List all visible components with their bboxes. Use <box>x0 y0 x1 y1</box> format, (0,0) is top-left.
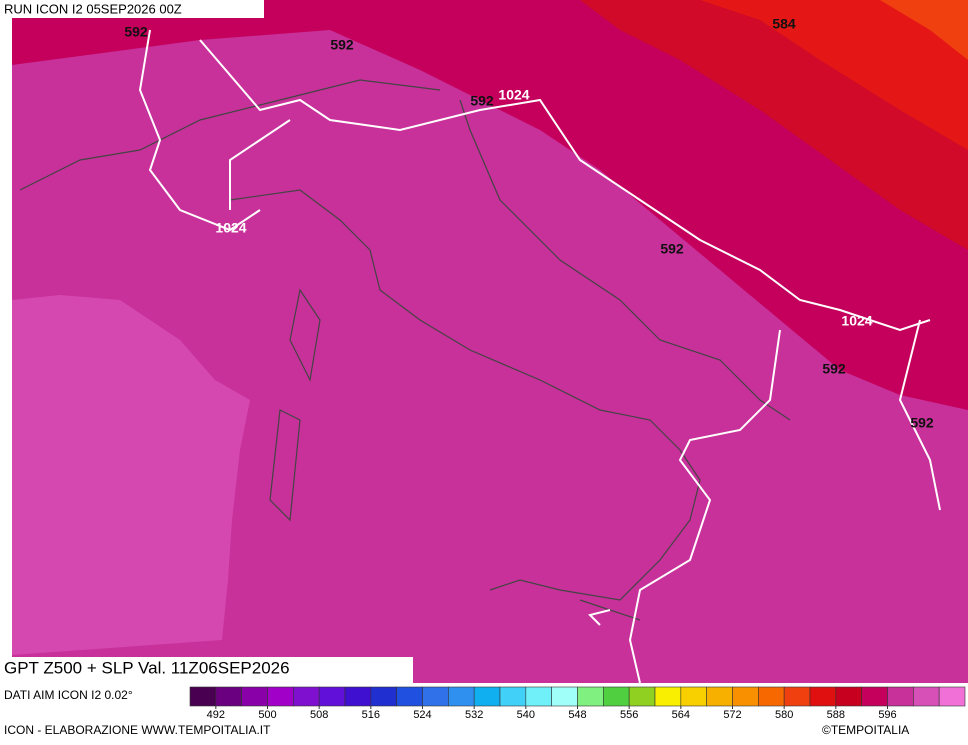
colorbar-swatch <box>525 686 552 707</box>
colorbar-swatch <box>396 686 423 707</box>
colorbar-swatch <box>241 686 268 707</box>
colorbar-swatch <box>318 686 346 707</box>
colorbar-swatch <box>758 686 785 707</box>
z500-label: 592 <box>822 361 846 377</box>
colorbar-swatch <box>938 686 966 707</box>
colorbar-tick-label: 548 <box>568 709 586 721</box>
colorbar-tick-label: 588 <box>827 709 845 721</box>
header-box <box>0 0 264 18</box>
colorbar-tick-label: 492 <box>207 709 225 721</box>
colorbar: 492 500 508 516 524 532 540 548 556 564 572 580 588 5… <box>189 686 966 721</box>
colorbar-tick-label: 540 <box>517 709 535 721</box>
colorbar-swatch <box>189 686 217 707</box>
colorbar-swatch <box>577 686 604 707</box>
z500-field <box>12 295 250 655</box>
title-box <box>0 657 413 683</box>
colorbar-tick-label: 508 <box>310 709 328 721</box>
z500-label: 592 <box>330 37 354 53</box>
z500-field <box>700 0 968 150</box>
slp-label: 1024 <box>841 313 872 329</box>
copyright-label: ©TEMPOITALIA <box>822 723 909 737</box>
colorbar-swatch <box>732 686 759 707</box>
colorbar-swatch <box>809 686 837 707</box>
colorbar-tick-label: 516 <box>362 709 380 721</box>
colorbar-swatch <box>706 686 733 707</box>
colorbar-tick-label: 500 <box>258 709 276 721</box>
colorbar-swatch <box>293 686 320 707</box>
slp-label: 1024 <box>498 87 529 103</box>
colorbar-swatch <box>887 686 914 707</box>
coastline <box>19 79 791 621</box>
colorbar-swatch <box>551 686 578 707</box>
colorbar-swatch <box>913 686 940 707</box>
colorbar-tick-label: 564 <box>672 709 690 721</box>
credit-label: ICON - ELABORAZIONE WWW.TEMPOITALIA.IT <box>4 723 271 737</box>
slp-contour <box>138 29 941 684</box>
colorbar-tick-label: 596 <box>878 709 896 721</box>
colorbar-tick-label: 572 <box>723 709 741 721</box>
colorbar-swatch <box>628 686 656 707</box>
colorbar-swatch <box>603 686 630 707</box>
colorbar-swatch <box>835 686 862 707</box>
z500-field <box>12 0 968 410</box>
run-label: RUN ICON I2 05SEP2026 00Z <box>4 1 182 16</box>
z500-label: 592 <box>660 241 684 257</box>
map-title: GPT Z500 + SLP Val. 11Z06SEP2026 <box>4 658 290 677</box>
colorbar-swatch <box>654 686 682 707</box>
colorbar-tick-label: 524 <box>413 709 431 721</box>
colorbar-swatch <box>680 686 707 707</box>
z500-label: 584 <box>772 16 796 32</box>
colorbar-swatch <box>370 686 397 707</box>
colorbar-swatch <box>499 686 527 707</box>
colorbar-swatch <box>473 686 501 707</box>
z500-label: 592 <box>470 93 494 109</box>
z500-field <box>880 0 968 60</box>
z500-label: 592 <box>910 415 934 431</box>
colorbar-swatch <box>267 686 294 707</box>
z500-label: 592 <box>124 24 148 40</box>
colorbar-swatch <box>344 686 372 707</box>
colorbar-tick-label: 532 <box>465 709 483 721</box>
colorbar-swatch <box>448 686 475 707</box>
colorbar-tick-label: 580 <box>775 709 793 721</box>
colorbar-tick-label: 556 <box>620 709 638 721</box>
colorbar-swatch <box>783 686 811 707</box>
source-label: DATI AIM ICON I2 0.02° <box>4 688 133 702</box>
colorbar-swatch <box>422 686 449 707</box>
colorbar-swatch <box>215 686 242 707</box>
slp-label: 1024 <box>215 220 246 236</box>
colorbar-swatch <box>861 686 888 707</box>
